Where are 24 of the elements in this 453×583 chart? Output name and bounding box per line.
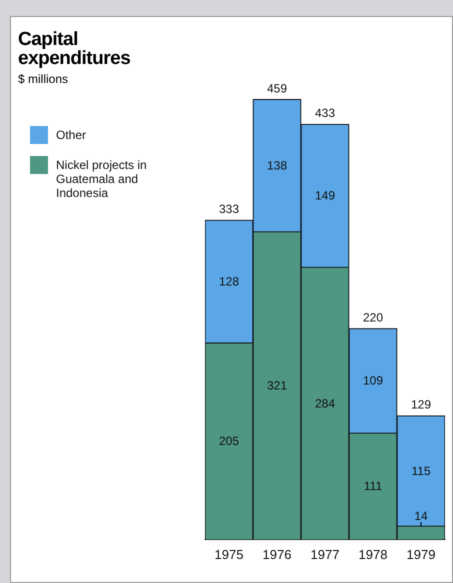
x-tick-label: 1975 <box>214 546 244 562</box>
total-label: 433 <box>314 106 336 120</box>
total-label: 333 <box>218 202 240 216</box>
data-label: 111 <box>364 479 382 494</box>
legend-label: Other <box>56 128 86 142</box>
data-label: 138 <box>266 158 288 172</box>
data-label: 109 <box>362 374 384 388</box>
x-tick-label: 1976 <box>262 546 292 562</box>
x-tick-label: 1978 <box>358 546 388 562</box>
data-label: 115 <box>411 464 431 478</box>
data-label: 284 <box>314 396 336 410</box>
legend-label: Nickel projects in Guatemala and Indonesia <box>56 158 147 200</box>
data-label: 205 <box>218 434 240 448</box>
data-label: 321 <box>266 378 288 393</box>
total-label: 220 <box>362 310 384 324</box>
x-tick-label: 1977 <box>310 546 340 562</box>
data-label: 128 <box>218 274 240 288</box>
chart-title: Capital expenditures <box>18 29 132 69</box>
data-label: 149 <box>314 188 336 203</box>
x-tick-label: 1979 <box>406 546 436 562</box>
total-label: 129 <box>410 398 432 412</box>
text: $ millions <box>18 72 68 86</box>
total-label: 459 <box>266 81 288 96</box>
data-label: 14 <box>414 508 428 523</box>
